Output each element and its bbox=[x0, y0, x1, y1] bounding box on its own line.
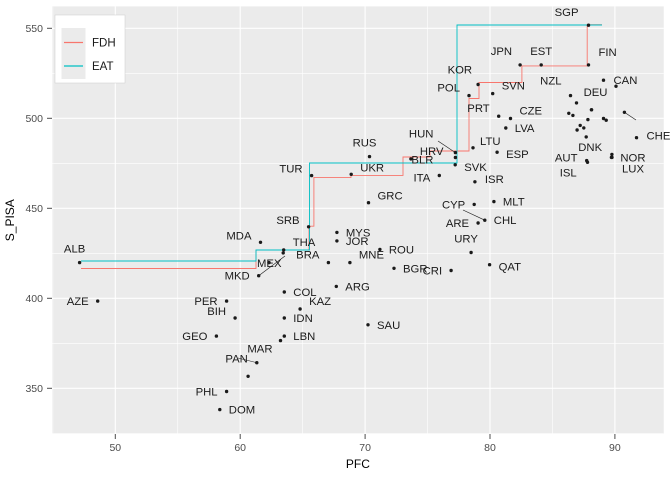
svg-text:SGP: SGP bbox=[555, 7, 579, 19]
svg-text:PHL: PHL bbox=[196, 387, 218, 399]
svg-text:ISL: ISL bbox=[560, 168, 577, 180]
svg-text:70: 70 bbox=[359, 442, 371, 454]
svg-text:CRI: CRI bbox=[423, 266, 442, 278]
svg-text:HRV: HRV bbox=[420, 146, 444, 158]
svg-text:BIH: BIH bbox=[207, 306, 226, 318]
svg-text:ALB: ALB bbox=[64, 244, 85, 256]
svg-text:NZL: NZL bbox=[540, 76, 561, 88]
svg-text:S_PISA: S_PISA bbox=[3, 199, 17, 241]
svg-text:EAT: EAT bbox=[92, 61, 114, 73]
svg-text:AZE: AZE bbox=[67, 296, 89, 308]
svg-text:ARE: ARE bbox=[446, 218, 470, 230]
svg-text:EST: EST bbox=[530, 46, 552, 58]
svg-text:PFC: PFC bbox=[346, 457, 370, 471]
svg-text:LVA: LVA bbox=[515, 123, 535, 135]
svg-text:MLT: MLT bbox=[503, 197, 525, 209]
svg-text:CHE: CHE bbox=[647, 131, 671, 143]
svg-text:MAR: MAR bbox=[247, 344, 272, 356]
svg-text:400: 400 bbox=[25, 293, 43, 305]
svg-text:MEX: MEX bbox=[257, 258, 282, 270]
svg-text:ITA: ITA bbox=[414, 173, 431, 185]
svg-text:URY: URY bbox=[454, 234, 478, 246]
svg-text:450: 450 bbox=[25, 203, 43, 215]
svg-text:QAT: QAT bbox=[499, 262, 521, 274]
svg-text:LBN: LBN bbox=[293, 331, 315, 343]
svg-text:IDN: IDN bbox=[293, 313, 312, 325]
svg-text:HUN: HUN bbox=[409, 129, 433, 141]
svg-text:SRB: SRB bbox=[276, 215, 299, 227]
svg-text:500: 500 bbox=[25, 113, 43, 125]
svg-text:ESP: ESP bbox=[506, 149, 529, 161]
svg-text:JPN: JPN bbox=[491, 46, 512, 58]
svg-text:CAN: CAN bbox=[614, 75, 638, 87]
svg-text:550: 550 bbox=[25, 23, 43, 35]
svg-text:DEU: DEU bbox=[584, 87, 608, 99]
svg-text:DOM: DOM bbox=[229, 405, 255, 417]
svg-text:MDA: MDA bbox=[226, 230, 252, 242]
svg-text:350: 350 bbox=[25, 383, 43, 395]
svg-text:FIN: FIN bbox=[599, 47, 617, 59]
svg-text:LTU: LTU bbox=[480, 136, 501, 148]
svg-text:ISR: ISR bbox=[485, 174, 504, 186]
svg-text:ARG: ARG bbox=[345, 281, 369, 293]
svg-text:PAN: PAN bbox=[225, 354, 247, 366]
svg-text:CHL: CHL bbox=[494, 215, 517, 227]
svg-text:KAZ: KAZ bbox=[309, 296, 331, 308]
svg-text:DNK: DNK bbox=[578, 142, 602, 154]
svg-text:60: 60 bbox=[234, 442, 246, 454]
svg-text:BRA: BRA bbox=[296, 250, 320, 262]
svg-text:MKD: MKD bbox=[225, 271, 250, 283]
svg-text:MNE: MNE bbox=[359, 250, 385, 262]
svg-text:AUT: AUT bbox=[555, 152, 578, 164]
svg-text:KOR: KOR bbox=[448, 65, 472, 77]
svg-text:JOR: JOR bbox=[346, 236, 369, 248]
svg-text:TUR: TUR bbox=[279, 164, 302, 176]
svg-text:PRT: PRT bbox=[467, 103, 489, 115]
svg-text:80: 80 bbox=[484, 442, 496, 454]
svg-text:ROU: ROU bbox=[389, 244, 414, 256]
svg-text:LUX: LUX bbox=[622, 163, 644, 175]
svg-text:UKR: UKR bbox=[360, 162, 384, 174]
svg-text:90: 90 bbox=[609, 442, 621, 454]
svg-text:SVK: SVK bbox=[464, 162, 487, 174]
svg-text:SVN: SVN bbox=[502, 81, 525, 93]
svg-text:THA: THA bbox=[293, 237, 316, 249]
svg-text:50: 50 bbox=[109, 442, 121, 454]
svg-text:GRC: GRC bbox=[378, 191, 403, 203]
svg-text:CZE: CZE bbox=[520, 106, 543, 118]
svg-text:SAU: SAU bbox=[377, 320, 400, 332]
svg-text:POL: POL bbox=[437, 83, 460, 95]
svg-text:GEO: GEO bbox=[182, 331, 207, 343]
svg-text:CYP: CYP bbox=[442, 199, 465, 211]
svg-text:FDH: FDH bbox=[92, 38, 116, 50]
svg-text:RUS: RUS bbox=[353, 138, 377, 150]
